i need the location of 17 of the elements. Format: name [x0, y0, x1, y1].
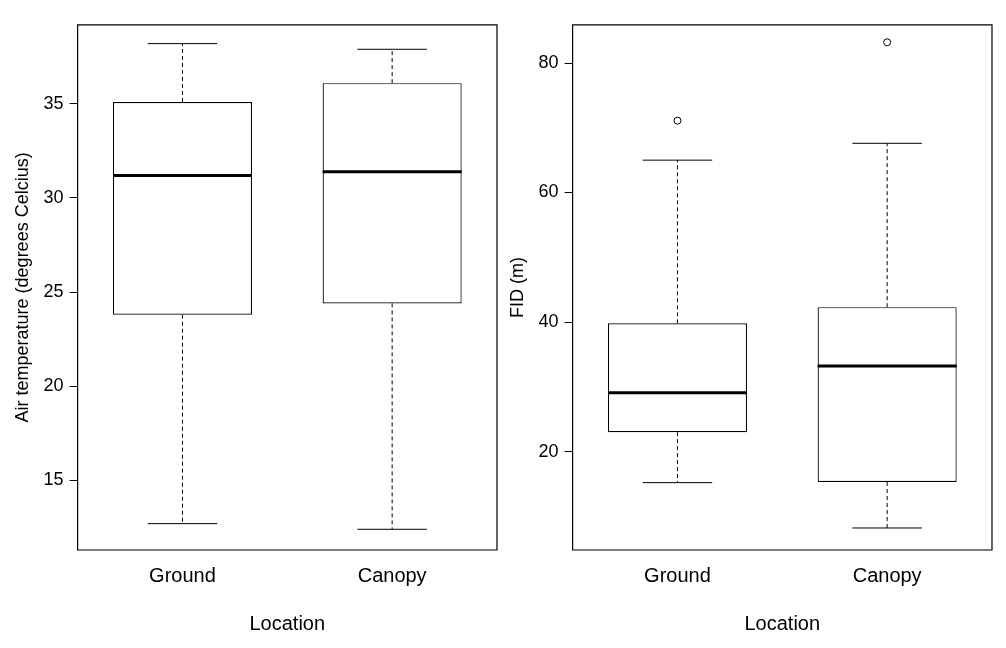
y-tick-label: 15	[43, 469, 64, 490]
y-tick-label: 40	[538, 311, 559, 332]
y-tick-label: 80	[538, 51, 559, 72]
y-axis-title: Air temperature (degrees Celcius)	[11, 152, 32, 423]
y-tick-label: 20	[538, 440, 559, 461]
y-tick-label: 60	[538, 181, 559, 202]
y-axis-title: FID (m)	[506, 256, 527, 318]
x-tick-label: Canopy	[357, 563, 427, 586]
x-tick-label: Ground	[644, 563, 711, 586]
x-tick-label: Ground	[149, 563, 216, 586]
x-axis-title: Location	[249, 611, 326, 634]
y-tick-label: 35	[43, 92, 64, 113]
x-axis-title: Location	[744, 611, 821, 634]
y-tick-label: 30	[43, 186, 64, 207]
y-tick-label: 25	[43, 281, 64, 302]
y-tick-label: 20	[43, 375, 64, 396]
x-tick-label: Canopy	[852, 563, 922, 586]
